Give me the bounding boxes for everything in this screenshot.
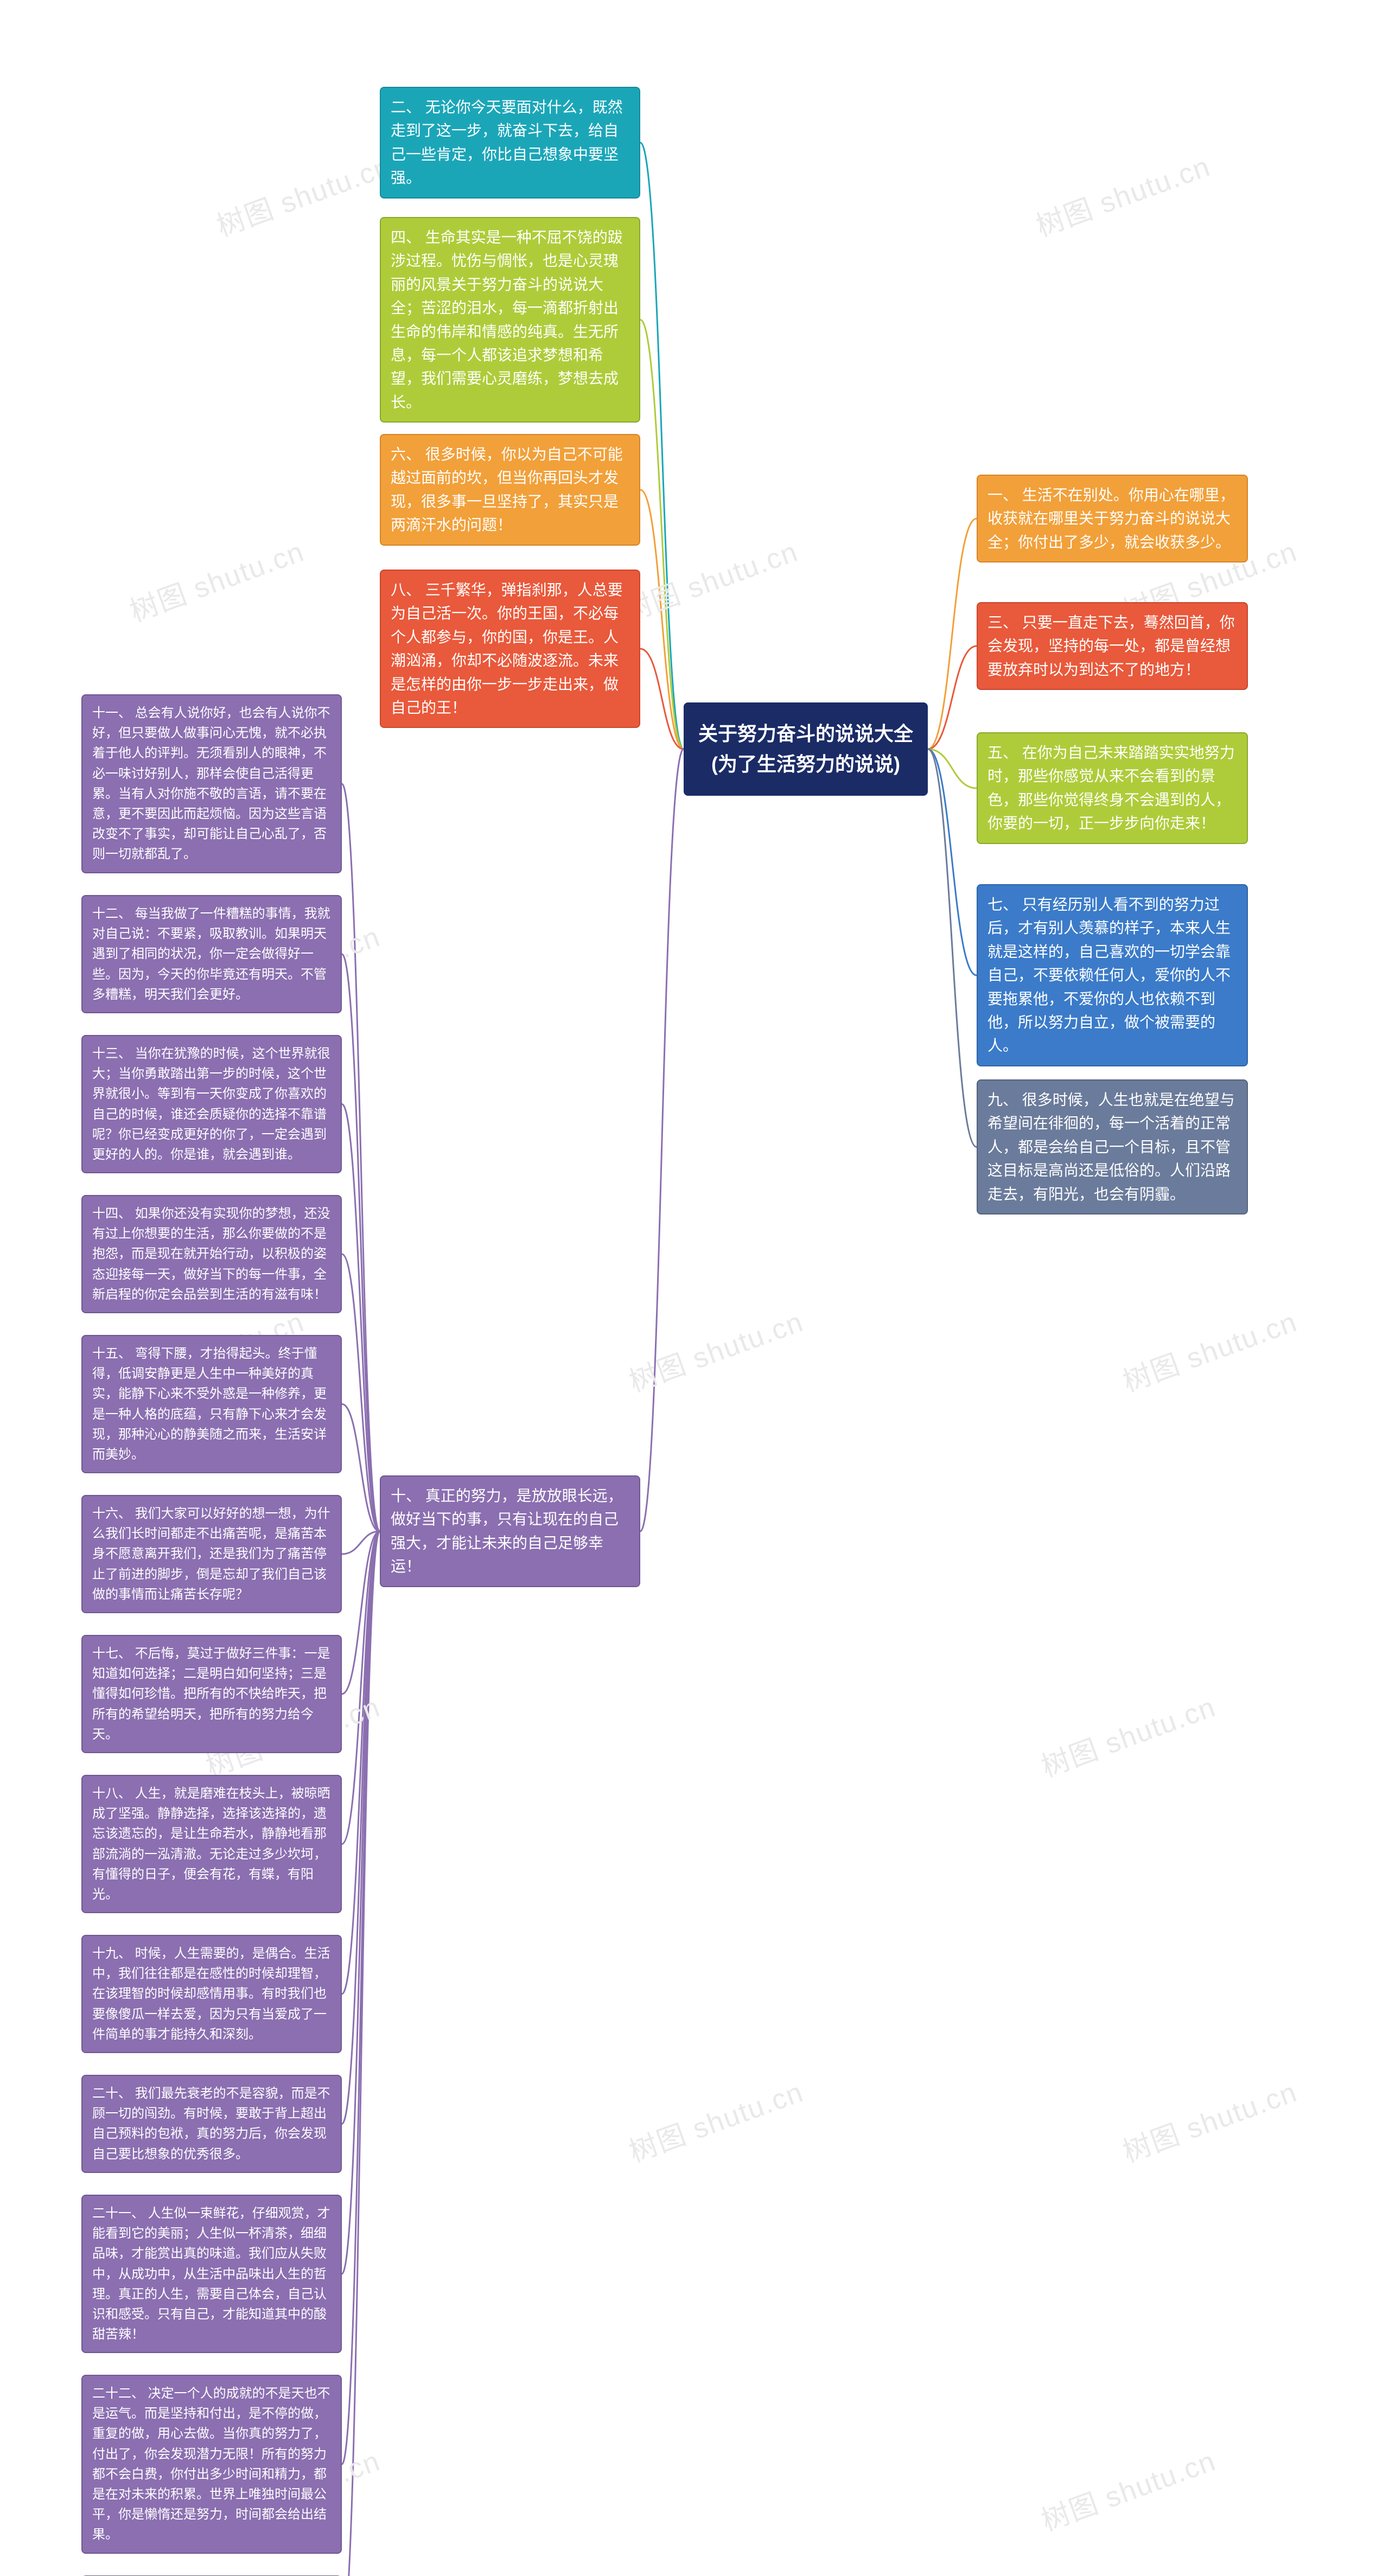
edge xyxy=(342,1531,380,2274)
node-text: 九、 很多时候，人生也就是在绝望与希望间在徘徊的，每一个活着的正常人，都是会给自… xyxy=(987,1091,1235,1203)
edge xyxy=(342,1531,380,2124)
node-text: 十八、 人生，就是磨难在枝头上，被晾晒成了坚强。静静选择，选择该选择的，遗忘该遗… xyxy=(92,1786,330,1902)
sub-node[interactable]: 二十二、 决定一个人的成就的不是天也不是运气。而是坚持和付出，是不停的做，重复的… xyxy=(81,2375,342,2554)
sub-node[interactable]: 十二、 每当我做了一件糟糕的事情，我就对自己说：不要紧，吸取教训。如果明天遇到了… xyxy=(81,895,342,1013)
edge xyxy=(342,1531,380,2464)
edge xyxy=(640,320,684,750)
watermark: 树图 shutu.cn xyxy=(1035,2438,1220,2539)
watermark: 树图 shutu.cn xyxy=(1116,2069,1302,2170)
node-text: 十四、 如果你还没有实现你的梦想，还没有过上你想要的生活，那么你要做的不是抱怨，… xyxy=(92,1206,330,1302)
edge xyxy=(342,1531,380,1994)
sub-node[interactable]: 十五、 弯得下腰，才抬得起头。终于懂得，低调安静更是人生中一种美好的真实，能静下… xyxy=(81,1335,342,1473)
branch-node[interactable]: 二、 无论你今天要面对什么，既然走到了这一步，就奋斗下去，给自己一些肯定，你比自… xyxy=(380,87,640,199)
edge xyxy=(342,784,380,1531)
edge xyxy=(342,1254,380,1531)
watermark: 树图 shutu.cn xyxy=(622,1299,808,1400)
branch-node[interactable]: 一、 生活不在别处。你用心在哪里，收获就在哪里关于努力奋斗的说说大全；你付出了多… xyxy=(977,475,1248,562)
edge xyxy=(342,1531,380,2576)
sub-node[interactable]: 十七、 不后悔，莫过于做好三件事：一是知道如何选择；二是明白如何坚持；三是懂得如… xyxy=(81,1635,342,1753)
edge xyxy=(640,749,684,1531)
center-node[interactable]: 关于努力奋斗的说说大全(为了生活努力的说说) xyxy=(684,702,928,796)
node-text: 七、 只有经历别人看不到的努力过后，才有别人羡慕的样子，本来人生就是这样的，自己… xyxy=(987,896,1231,1054)
node-text: 六、 很多时候，你以为自己不可能越过面前的坎，但当你再回头才发现，很多事一旦坚持… xyxy=(391,446,623,533)
node-text: 十九、 时候，人生需要的，是偶合。生活中，我们往往都是在感性的时候却理智，在该理… xyxy=(92,1946,330,2042)
node-text: 二十一、 人生似一束鲜花，仔细观赏，才能看到它的美丽；人生似一杯清茶，细细品味，… xyxy=(92,2206,330,2342)
edge xyxy=(928,749,977,1147)
edge xyxy=(928,646,977,749)
watermark: 树图 shutu.cn xyxy=(622,2069,808,2170)
edge xyxy=(640,143,684,749)
edge xyxy=(640,490,684,749)
node-text: 五、 在你为自己未来踏踏实实地努力时，那些你感觉从来不会看到的景色，那些你觉得终… xyxy=(987,744,1235,832)
edge xyxy=(342,1404,380,1532)
edge xyxy=(640,649,684,749)
center-label: 关于努力奋斗的说说大全(为了生活努力的说说) xyxy=(698,723,913,775)
watermark: 树图 shutu.cn xyxy=(617,529,802,630)
watermark: 树图 shutu.cn xyxy=(123,529,309,630)
sub-node[interactable]: 十四、 如果你还没有实现你的梦想，还没有过上你想要的生活，那么你要做的不是抱怨，… xyxy=(81,1195,342,1313)
edge xyxy=(342,1531,380,1844)
node-text: 二十二、 决定一个人的成就的不是天也不是运气。而是坚持和付出，是不停的做，重复的… xyxy=(92,2386,330,2542)
edge xyxy=(342,954,380,1531)
edge xyxy=(928,749,977,975)
sub-node[interactable]: 十八、 人生，就是磨难在枝头上，被晾晒成了坚强。静静选择，选择该选择的，遗忘该遗… xyxy=(81,1775,342,1913)
branch-node[interactable]: 三、 只要一直走下去，蓦然回首，你会发现，坚持的每一处，都是曾经想要放弃时以为到… xyxy=(977,602,1248,690)
watermark: 树图 shutu.cn xyxy=(1116,1299,1302,1400)
node-text: 十六、 我们大家可以好好的想一想，为什么我们长时间都走不出痛苦呢，是痛苦本身不愿… xyxy=(92,1506,330,1602)
mindmap-canvas: 树图 shutu.cn 树图 shutu.cn 树图 shutu.cn 树图 shut… xyxy=(0,0,1389,2576)
branch-node[interactable]: 八、 三千繁华，弹指刹那，人总要为自己活一次。你的王国，不必每个人都参与，你的国… xyxy=(380,570,640,728)
node-text: 十、 真正的努力，是放放眼长远，做好当下的事，只有让现在的自己强大，才能让未来的… xyxy=(391,1487,623,1575)
node-text: 四、 生命其实是一种不屈不饶的跋涉过程。忧伤与惆怅，也是心灵瑰丽的风景关于努力奋… xyxy=(391,229,623,411)
node-text: 十五、 弯得下腰，才抬得起头。终于懂得，低调安静更是人生中一种美好的真实，能静下… xyxy=(92,1346,327,1462)
node-text: 十一、 总会有人说你好，也会有人说你不好，但只要做人做事问心无愧，就不必执着于他… xyxy=(92,706,330,861)
branch-node[interactable]: 十、 真正的努力，是放放眼长远，做好当下的事，只有让现在的自己强大，才能让未来的… xyxy=(380,1475,640,1587)
sub-node[interactable]: 十一、 总会有人说你好，也会有人说你不好，但只要做人做事问心无愧，就不必执着于他… xyxy=(81,694,342,873)
sub-node[interactable]: 十三、 当你在犹豫的时候，这个世界就很大；当你勇敢踏出第一步的时候，这个世界就很… xyxy=(81,1035,342,1173)
sub-node[interactable]: 十六、 我们大家可以好好的想一想，为什么我们长时间都走不出痛苦呢，是痛苦本身不愿… xyxy=(81,1495,342,1613)
node-text: 一、 生活不在别处。你用心在哪里，收获就在哪里关于努力奋斗的说说大全；你付出了多… xyxy=(987,487,1235,551)
edge xyxy=(928,519,977,749)
branch-node[interactable]: 五、 在你为自己未来踏踏实实地努力时，那些你感觉从来不会看到的景色，那些你觉得终… xyxy=(977,732,1248,844)
branch-node[interactable]: 九、 很多时候，人生也就是在绝望与希望间在徘徊的，每一个活着的正常人，都是会给自… xyxy=(977,1079,1248,1215)
watermark: 树图 shutu.cn xyxy=(1029,144,1215,245)
node-text: 十二、 每当我做了一件糟糕的事情，我就对自己说：不要紧，吸取教训。如果明天遇到了… xyxy=(92,906,330,1002)
sub-node[interactable]: 十九、 时候，人生需要的，是偶合。生活中，我们往往都是在感性的时候却理智，在该理… xyxy=(81,1935,342,2053)
sub-node[interactable]: 二十、 我们最先衰老的不是容貌，而是不顾一切的闯劲。有时候，要敢于背上超出自己预… xyxy=(81,2075,342,2173)
edge xyxy=(342,1531,380,1554)
edge xyxy=(928,749,977,788)
branch-node[interactable]: 七、 只有经历别人看不到的努力过后，才有别人羡慕的样子，本来人生就是这样的，自己… xyxy=(977,884,1248,1066)
node-text: 十七、 不后悔，莫过于做好三件事：一是知道如何选择；二是明白如何坚持；三是懂得如… xyxy=(92,1646,330,1742)
watermark: 树图 shutu.cn xyxy=(210,144,396,245)
branch-node[interactable]: 四、 生命其实是一种不屈不饶的跋涉过程。忧伤与惆怅，也是心灵瑰丽的风景关于努力奋… xyxy=(380,217,640,423)
node-text: 二十、 我们最先衰老的不是容貌，而是不顾一切的闯劲。有时候，要敢于背上超出自己预… xyxy=(92,2086,330,2162)
node-text: 二、 无论你今天要面对什么，既然走到了这一步，就奋斗下去，给自己一些肯定，你比自… xyxy=(391,99,623,186)
edge xyxy=(342,1104,380,1532)
node-text: 十三、 当你在犹豫的时候，这个世界就很大；当你勇敢踏出第一步的时候，这个世界就很… xyxy=(92,1046,330,1162)
node-text: 八、 三千繁华，弹指刹那，人总要为自己活一次。你的王国，不必每个人都参与，你的国… xyxy=(391,581,623,716)
edge xyxy=(342,1531,380,1694)
branch-node[interactable]: 六、 很多时候，你以为自己不可能越过面前的坎，但当你再回头才发现，很多事一旦坚持… xyxy=(380,434,640,546)
sub-node[interactable]: 二十一、 人生似一束鲜花，仔细观赏，才能看到它的美丽；人生似一杯清茶，细细品味，… xyxy=(81,2195,342,2353)
node-text: 三、 只要一直走下去，蓦然回首，你会发现，坚持的每一处，都是曾经想要放弃时以为到… xyxy=(987,614,1235,678)
watermark: 树图 shutu.cn xyxy=(1035,1684,1220,1785)
